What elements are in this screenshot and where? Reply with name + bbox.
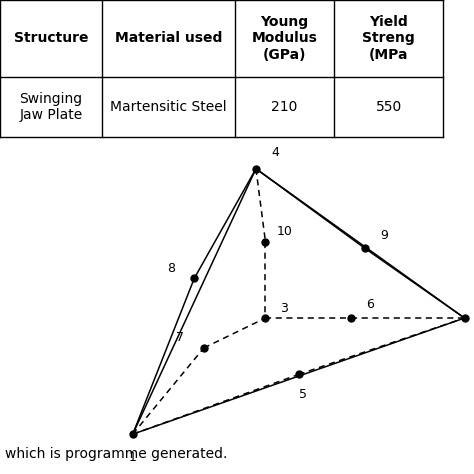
Text: 4: 4 [271,146,279,159]
Text: 8: 8 [167,262,174,275]
Text: Young
Modulus
(GPa): Young Modulus (GPa) [252,15,317,62]
Text: 10: 10 [276,225,292,238]
Text: 6: 6 [366,298,374,311]
Text: 5: 5 [300,388,307,401]
Text: which is programme generated.: which is programme generated. [5,447,227,461]
Text: Yield
Streng
(MPa: Yield Streng (MPa [362,15,415,62]
Text: 3: 3 [281,301,288,315]
Text: Martensitic Steel: Martensitic Steel [110,100,227,114]
Text: 1: 1 [129,451,137,464]
Text: 550: 550 [375,100,402,114]
Text: 210: 210 [271,100,298,114]
Text: 9: 9 [380,228,388,242]
Text: 7: 7 [176,331,184,345]
Text: Swinging
Jaw Plate: Swinging Jaw Plate [19,92,82,122]
Text: Material used: Material used [115,31,222,46]
Text: Structure: Structure [14,31,88,46]
